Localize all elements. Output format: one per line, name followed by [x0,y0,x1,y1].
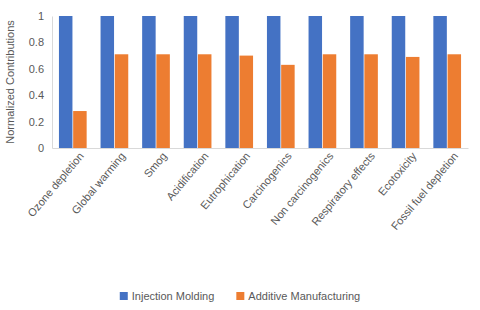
bar-series [59,16,447,148]
legend-swatch [236,292,244,300]
y-tick-label: 0.6 [29,63,44,75]
bar [73,111,86,148]
bar [364,54,377,148]
y-tick-label: 0.8 [29,36,44,48]
legend-label: Additive Manufacturing [248,290,360,302]
y-axis-title: Normalized Contributions [4,20,16,144]
bar [142,16,155,148]
y-tick: 0.8 [29,36,52,48]
x-tick: Ecotoxicity [376,148,419,198]
plot: 00.20.40.60.81Ozone depletionGlobal warm… [25,10,468,232]
y-axis-line [52,17,53,149]
x-tick: Acidification [164,148,211,203]
bar [392,16,405,148]
x-axis: Ozone depletionGlobal warmingSmogAcidifi… [25,148,468,232]
bar [184,16,197,148]
y-tick: 0.2 [29,116,52,128]
y-tick: 1 [38,10,52,22]
legend-label: Injection Molding [132,290,215,302]
bar [198,54,211,148]
bar [156,54,169,148]
y-tick-label: 0 [38,142,44,154]
x-tick-label: Ecotoxicity [376,150,419,198]
legend-item: Injection Molding [120,290,215,302]
chart: 00.20.40.60.81Ozone depletionGlobal warm… [0,0,480,310]
x-tick: Fossil fuel depletion [389,148,461,232]
x-tick-label: Respiratory effects [309,150,377,228]
y-tick: 0.6 [29,63,52,75]
bar [406,57,419,148]
y-axis: 0 0.2 0.4 0.6 0.8 1 [29,10,53,154]
y-tick-label: 1 [38,10,44,22]
x-tick-label: Global warming [69,150,127,216]
bar [350,16,363,148]
x-tick-label: Acidification [164,150,211,203]
bar [115,54,128,148]
legend-swatch [120,292,128,300]
bar [240,56,253,148]
legend-item: Additive Manufacturing [236,290,360,302]
bar [433,16,446,148]
y-tick-label: 0.4 [29,89,44,101]
x-axis-line [53,148,469,149]
bar [225,16,238,148]
y-tick: 0.4 [29,89,52,101]
bar [281,65,294,148]
bar [448,54,461,148]
x-tick-label: Fossil fuel depletion [389,150,461,232]
y-tick: 0 [38,142,52,154]
legend: Injection Molding Additive Manufacturing [120,290,360,302]
bar [309,16,322,148]
x-tick-label: Smog [141,150,169,180]
bar [101,16,114,148]
bar [323,54,336,148]
x-tick: Global warming [69,148,127,216]
bar [59,16,72,148]
x-tick: Smog [141,148,169,180]
bar-series [73,54,461,148]
y-tick-label: 0.2 [29,116,44,128]
bar [267,16,280,148]
bars [59,16,461,148]
x-tick: Respiratory effects [309,148,377,228]
